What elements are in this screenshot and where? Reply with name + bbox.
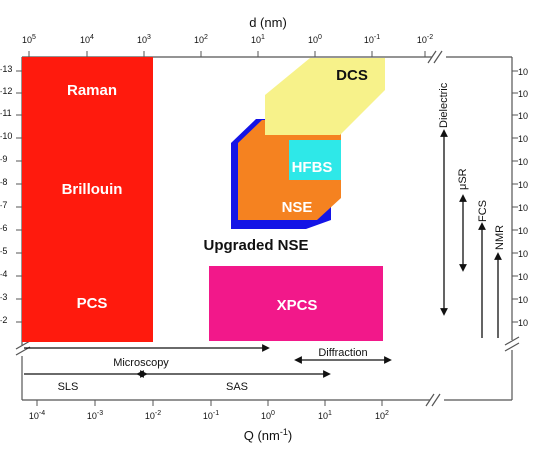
left-tick-label: -10: [0, 131, 12, 141]
bottom-tick-label: 10-3: [87, 410, 103, 421]
right-tick-label: 10: [518, 203, 528, 213]
bottom-axis-title: Q (nm-1): [244, 427, 292, 443]
top-tick-label: 104: [80, 34, 94, 45]
right-axis-tick-marks: [512, 70, 518, 323]
left-tick-label: -6: [0, 223, 7, 233]
dcs-label: DCS: [336, 67, 368, 84]
bottom-tick-label: 10-2: [145, 410, 161, 421]
bottom-tick-label: 10-1: [203, 410, 219, 421]
top-tick-label: 105: [22, 34, 36, 45]
top-axis-title: d (nm): [249, 15, 287, 30]
light-scattering-region: [22, 57, 153, 342]
right-tick-label: 10: [518, 226, 528, 236]
diffraction-label: Diffraction: [318, 347, 367, 359]
left-tick-label: -9: [0, 154, 7, 164]
top-tick-label: 103: [137, 34, 151, 45]
right-tick-label: 10: [518, 67, 528, 77]
left-tick-label: -7: [0, 200, 7, 210]
left-axis-tick-marks: [16, 70, 22, 323]
sls-label: SLS: [58, 381, 79, 393]
bottom-tick-label: 102: [375, 410, 389, 421]
vertical-method-arrows: [440, 129, 502, 338]
left-tick-label: -3: [0, 292, 7, 302]
left-tick-label: -13: [0, 64, 12, 74]
pcs-label: PCS: [77, 295, 108, 312]
bottom-tick-label: 10-4: [29, 410, 45, 421]
hfbs-region: [289, 140, 341, 180]
right-tick-label: 10: [518, 318, 528, 328]
bottom-axis-tick-marks: [36, 400, 383, 406]
right-axis: 10 10 10 10 10 10 10 10 10 10 10 10: [518, 67, 528, 328]
xpcs-label: XPCS: [277, 297, 318, 314]
right-tick-label: 10: [518, 272, 528, 282]
top-tick-label: 10-2: [417, 34, 433, 45]
right-tick-label: 10: [518, 134, 528, 144]
left-tick-label: -12: [0, 86, 12, 96]
microscopy-label: Microscopy: [113, 357, 169, 369]
dielectric-label: Dielectric: [438, 82, 450, 128]
right-tick-label: 10: [518, 111, 528, 121]
dcs-region: [265, 58, 385, 135]
left-axis: -13 -12 -11 -10 -9 -8 -7 -6 -5 -4 -3 -2: [0, 64, 12, 325]
bottom-tick-label: 100: [261, 410, 275, 421]
left-tick-label: -4: [0, 269, 7, 279]
top-axis: d (nm) 105 104 103 102 101 100 10-1 10-2: [22, 15, 433, 57]
hfbs-label: HFBS: [292, 159, 333, 176]
right-tick-label: 10: [518, 249, 528, 259]
right-tick-label: 10: [518, 180, 528, 190]
raman-label: Raman: [67, 82, 117, 99]
fcs-label: FCS: [477, 200, 489, 222]
bottom-tick-label: 101: [318, 410, 332, 421]
top-axis-ticks: 105 104 103 102 101 100 10-1 10-2: [22, 34, 433, 45]
left-tick-label: -11: [0, 108, 12, 118]
brillouin-label: Brillouin: [62, 181, 123, 198]
nmr-label: NMR: [494, 225, 506, 250]
left-tick-label: -2: [0, 315, 7, 325]
right-tick-label: 10: [518, 295, 528, 305]
horizontal-method-arrows: [24, 344, 392, 378]
sas-label: SAS: [226, 381, 248, 393]
right-tick-label: 10: [518, 157, 528, 167]
top-tick-label: 102: [194, 34, 208, 45]
bottom-axis: 10-4 10-3 10-2 10-1 100 101 102: [29, 410, 389, 421]
right-tick-label: 10: [518, 89, 528, 99]
xpcs-region: [209, 266, 383, 341]
nse-label: NSE: [282, 199, 313, 216]
left-tick-label: -5: [0, 246, 7, 256]
musr-label: μSR: [457, 168, 469, 190]
upgraded-nse-label: Upgraded NSE: [203, 237, 308, 254]
left-tick-label: -8: [0, 177, 7, 187]
top-tick-label: 101: [251, 34, 265, 45]
top-axis-tick-marks: [28, 51, 426, 57]
top-tick-label: 10-1: [364, 34, 380, 45]
top-tick-label: 100: [308, 34, 322, 45]
